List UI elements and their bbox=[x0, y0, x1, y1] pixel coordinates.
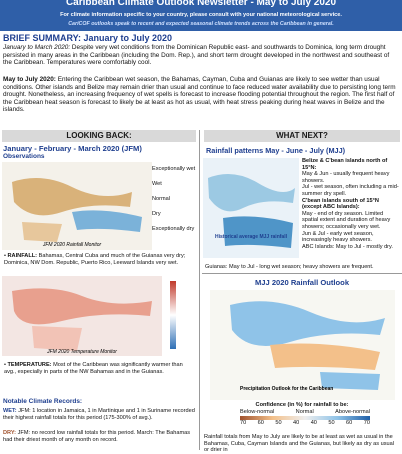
rainfall: • RAINFALL: Bahamas, Central Cuba and mu… bbox=[4, 253, 186, 266]
lead: TEMPERATURE: bbox=[7, 362, 52, 368]
scale-label: 40 bbox=[310, 420, 317, 426]
lead: January to March 2020: bbox=[3, 44, 71, 51]
note: ABC Islands: May to Jul - mostly dry. bbox=[302, 243, 393, 250]
scale-label: 40 bbox=[293, 420, 300, 426]
text: Bahamas, Central Cuba and much of the Gu… bbox=[4, 253, 186, 266]
scale-label: 60 bbox=[346, 420, 353, 426]
caption: JFM 2020 Rainfall Monitor bbox=[42, 242, 102, 248]
legend-label: Wet bbox=[152, 181, 162, 187]
text: Most of the Caribbean was significantly … bbox=[4, 362, 183, 375]
lead: WET: bbox=[3, 408, 17, 414]
text: Despite very wet conditions from the Dom… bbox=[3, 44, 390, 67]
outlook-text: Rainfall totals from May to July are lik… bbox=[204, 434, 394, 454]
header: Caribbean Climate Outlook Newsletter - M… bbox=[0, 0, 402, 31]
legend-label: Exceptionally wet bbox=[152, 166, 196, 172]
category: Normal bbox=[295, 409, 314, 415]
header-line: CariCOF outlooks speak to recent and exp… bbox=[68, 21, 334, 27]
legend-label: Dry bbox=[152, 211, 161, 217]
col-heading: LOOKING BACK: bbox=[2, 130, 196, 142]
wet: WET: JFM: 1 location in Jamaica, 1 in Ma… bbox=[3, 408, 195, 421]
outlook-title: MJJ 2020 Rainfall Outlook bbox=[254, 278, 350, 287]
scale-bar bbox=[240, 416, 370, 420]
lead: DRY: bbox=[3, 430, 17, 436]
header-line: For climate information specific to your… bbox=[60, 12, 342, 18]
scale: 70 60 50 40 40 50 60 70 bbox=[240, 420, 370, 427]
scale-label: 70 bbox=[363, 420, 370, 426]
col-heading: WHAT NEXT? bbox=[204, 130, 400, 142]
note: Belize & C'bean islands north of 15°N: bbox=[302, 158, 388, 171]
outlook-map: Precipitation Outlook for the Caribbean bbox=[210, 290, 395, 400]
summary-p: January to March 2020: Despite very wet … bbox=[3, 44, 399, 67]
summary-p: May to July 2020: Entering the Caribbean… bbox=[3, 76, 399, 114]
lead: May to July 2020: bbox=[3, 76, 56, 83]
records-heading: Notable Climate Records: bbox=[3, 398, 83, 405]
rain-map: JFM 2020 Rainfall Monitor bbox=[2, 162, 152, 250]
legend-label: Exceptionally dry bbox=[152, 226, 195, 232]
text: JFM: 1 location in Jamaica, 1 in Martini… bbox=[3, 408, 195, 421]
guianas: Guianas: May to Jul - long wet season; h… bbox=[205, 264, 374, 270]
legend-label: Normal bbox=[152, 196, 171, 202]
lead: RAINFALL: bbox=[7, 253, 38, 259]
rule bbox=[202, 273, 402, 274]
note: May & Jun - usually frequent heavy showe… bbox=[302, 171, 390, 184]
confidence: Confidence (in %) for rainfall to be: bbox=[255, 402, 349, 408]
caption: JFM 2020 Temperature Monitor bbox=[46, 349, 117, 355]
text: JFM: no record low rainfall totals for t… bbox=[3, 430, 191, 443]
scale-label: 50 bbox=[328, 420, 335, 426]
dry: DRY: JFM: no record low rainfall totals … bbox=[3, 430, 195, 443]
notes: Belize & C'bean islands north of 15°N: M… bbox=[302, 158, 400, 250]
mjj-map: Historical average MJJ rainfall bbox=[203, 158, 299, 258]
scale-label: 60 bbox=[257, 420, 264, 426]
legend: Exceptionally wet Wet Normal Dry Excepti… bbox=[152, 166, 196, 233]
category: Above-normal bbox=[335, 409, 370, 415]
note: Jun & Jul - early wet season, increasing… bbox=[302, 230, 374, 244]
scale-label: 70 bbox=[240, 420, 247, 426]
categories: Below-normal Normal Above-normal bbox=[240, 409, 370, 416]
temp-map: JFM 2020 Temperature Monitor bbox=[2, 276, 176, 356]
category: Below-normal bbox=[240, 409, 275, 415]
period: January - February - March 2020 (JFM) bbox=[3, 144, 142, 153]
sub: Observations bbox=[3, 153, 45, 160]
caption: Precipitation Outlook for the Caribbean bbox=[240, 386, 333, 392]
text: Entering the Caribbean wet season, the B… bbox=[3, 76, 396, 114]
note: May - end of dry season. Limited spatial… bbox=[302, 210, 391, 230]
note: C'bean islands south of 15°N (except ABC… bbox=[302, 197, 379, 211]
patterns: Rainfall patterns May - June - July (MJJ… bbox=[206, 146, 346, 155]
caption: Historical average MJJ rainfall bbox=[215, 234, 288, 240]
note: Jul - wet season, often including a mid-… bbox=[302, 184, 399, 197]
summary-heading: BRIEF SUMMARY: January to July 2020 bbox=[3, 33, 173, 43]
scale-label: 50 bbox=[275, 420, 282, 426]
temperature: • TEMPERATURE: Most of the Caribbean was… bbox=[4, 362, 183, 375]
divider bbox=[199, 130, 200, 450]
title: Caribbean Climate Outlook Newsletter - M… bbox=[65, 0, 337, 8]
